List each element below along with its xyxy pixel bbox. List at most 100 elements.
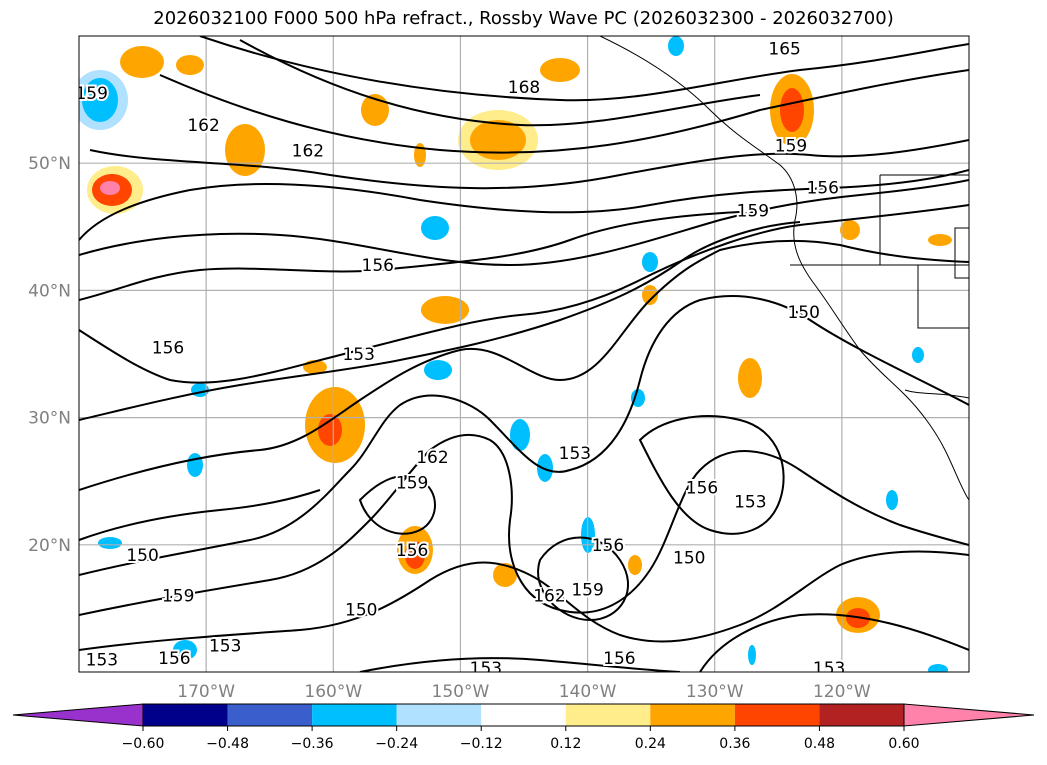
longitude-tick-label: 130°W [686, 682, 744, 702]
latitude-tick-label: 30°N [28, 409, 71, 429]
contour-label: 156 [807, 178, 839, 198]
longitude-tick-label: 140°W [559, 682, 617, 702]
contour-line [79, 239, 969, 491]
colorbar-tick-label: 0.60 [888, 736, 919, 752]
negative-anomaly-area [928, 664, 948, 672]
contour-line [89, 139, 969, 190]
contour-line [79, 169, 969, 241]
longitude-tick-label: 150°W [432, 682, 490, 702]
contour-label: 156 [152, 339, 184, 359]
contour-label: 162 [187, 116, 219, 136]
contour-label: 162 [533, 587, 565, 607]
contour-line [79, 204, 969, 384]
contour-label: 156 [592, 536, 624, 556]
colorbar: −0.60 −0.48 −0.36 −0.24 −0.12 0.12 0.24 0.36 0.4… [12, 703, 1035, 752]
negative-anomaly-area [187, 453, 203, 477]
negative-anomaly-area [98, 537, 122, 549]
negative-anomaly-area [421, 216, 449, 240]
positive-anomaly-area [176, 55, 204, 75]
colorbar-tick-label: 0.12 [550, 736, 581, 752]
colorbar-tick-label: 0.36 [719, 736, 750, 752]
contour-line [79, 221, 801, 421]
colorbar-tick-label: 0.48 [804, 736, 835, 752]
contour-label: 150 [126, 546, 158, 566]
positive-anomaly-area [421, 296, 469, 324]
colorbar-tick-label: −0.36 [291, 736, 334, 752]
colorbar-tick-label: −0.60 [122, 736, 165, 752]
border-path [904, 389, 969, 399]
contour-line [159, 69, 969, 154]
contour-line [79, 211, 741, 301]
negative-anomaly-core [82, 78, 118, 122]
negative-anomaly-area [748, 645, 756, 665]
negative-anomaly-fills [79, 36, 948, 672]
contour-label: 162 [416, 448, 448, 468]
positive-anomaly-area [628, 555, 642, 575]
colorbar-frame [142, 703, 905, 727]
positive-anomaly-area [470, 120, 526, 160]
negative-anomaly-area [537, 454, 553, 482]
positive-anomaly-core [318, 414, 342, 446]
latitude-tick-label: 20°N [28, 536, 71, 556]
negative-anomaly-area [642, 252, 658, 272]
contour-line [79, 550, 969, 651]
contour-label: 156 [396, 541, 428, 561]
contour-line [199, 36, 969, 102]
positive-anomaly-core [780, 88, 804, 132]
contour-label: 150 [345, 601, 377, 621]
contour-label: 156 [362, 256, 394, 276]
contour-label: 150 [673, 549, 705, 569]
longitude-tick-label: 160°W [304, 682, 362, 702]
contour-label: 156 [158, 649, 190, 669]
colorbar-segment [227, 704, 313, 726]
contour-label: 165 [768, 40, 800, 60]
colorbar-extend-high [903, 703, 1035, 727]
colorbar-segment [650, 704, 735, 726]
contour-labels: 165 168 162 162 159 159 156 159 156 150 156 153 162 1… [75, 38, 847, 679]
contour-line [79, 295, 969, 576]
map-title: 2026032100 F000 500 hPa refract., Rossby… [153, 8, 894, 29]
negative-anomaly-area [912, 347, 924, 363]
contour-label: 159 [75, 84, 107, 104]
contour-line [239, 39, 761, 127]
colorbar-segment [143, 704, 228, 726]
negative-anomaly-area [631, 389, 645, 407]
contour-label: 153 [734, 493, 766, 513]
contour-line [359, 657, 681, 672]
contour-label: 153 [470, 659, 502, 679]
colorbar-tick-label: −0.24 [375, 736, 418, 752]
positive-anomaly-area [540, 58, 580, 82]
contour-line [638, 415, 785, 535]
contour-label: 156 [686, 479, 718, 499]
contour-line [358, 475, 436, 535]
colorbar-tick-label: 0.24 [635, 736, 666, 752]
contour-label: 156 [603, 649, 635, 669]
colorbar-extend-low [12, 703, 144, 727]
contour-line [537, 536, 630, 622]
positive-anomaly-area [840, 220, 860, 240]
latitude-tick-label: 40°N [28, 281, 71, 301]
contour-label: 159 [775, 136, 807, 156]
contour-label: 159 [571, 580, 603, 600]
colorbar-segment [481, 704, 566, 726]
contour-line [699, 613, 969, 672]
map-panel: 165 168 162 162 159 159 156 159 156 150 156 153 162 1… [75, 36, 969, 679]
contour-line [79, 179, 969, 267]
positive-anomaly-area [738, 358, 762, 398]
contour-label: 168 [508, 78, 540, 98]
colorbar-segment [734, 704, 820, 726]
negative-anomaly-area [510, 419, 530, 451]
colorbar-segment [312, 704, 397, 726]
positive-anomaly-area [493, 563, 517, 587]
contour-label: 153 [813, 659, 845, 679]
negative-anomaly-area [668, 36, 684, 56]
contour-label: 153 [559, 444, 591, 464]
colorbar-tick-label: −0.12 [460, 736, 503, 752]
contour-label: 153 [342, 345, 374, 365]
contour-label: 153 [86, 650, 118, 670]
border-path [790, 174, 969, 329]
positive-anomaly-area [225, 124, 265, 176]
contour-line [79, 489, 321, 541]
latitude-labels: 50°N 40°N 30°N 20°N [28, 154, 71, 556]
